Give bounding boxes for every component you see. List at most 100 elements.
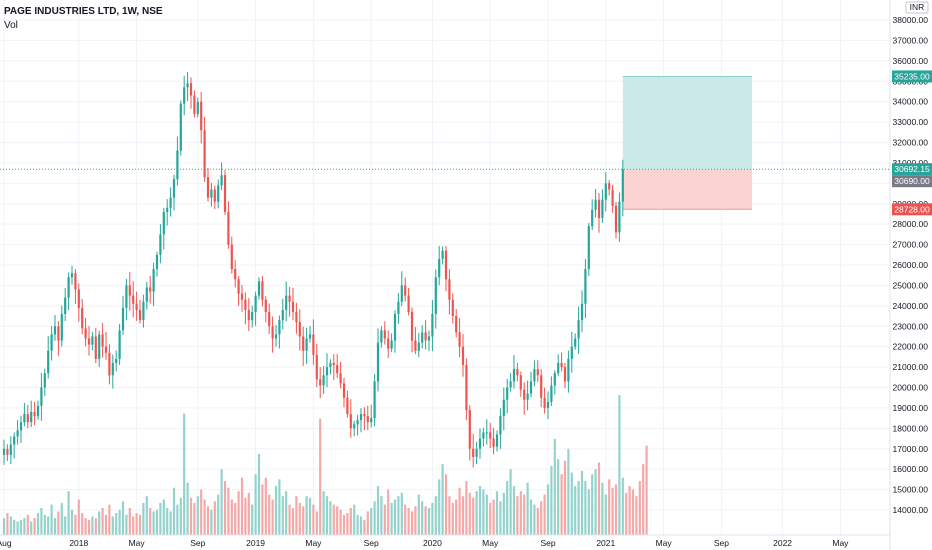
volume-bar — [210, 509, 213, 535]
candle-body — [455, 316, 458, 333]
candle-body — [533, 369, 536, 382]
candle-body — [380, 330, 383, 343]
candle-body — [247, 309, 250, 321]
volume-bar — [400, 492, 403, 535]
volume-bar — [546, 484, 550, 535]
candle-body — [366, 416, 369, 423]
candle-body — [257, 281, 261, 296]
candle-body — [580, 303, 584, 321]
candle-body — [397, 301, 400, 314]
candle-body — [169, 197, 172, 208]
candle-body — [19, 422, 23, 431]
time-tick-label: May — [129, 538, 146, 548]
candle-body — [359, 414, 363, 421]
candle-body — [482, 432, 485, 439]
volume-bar — [26, 514, 29, 535]
volume-bar — [189, 497, 193, 535]
candle-body — [43, 373, 46, 388]
candle-body — [438, 258, 441, 278]
candle-body — [302, 336, 305, 351]
volume-bar — [257, 454, 261, 535]
candle-body — [179, 103, 182, 151]
candle-body — [424, 332, 427, 341]
time-tick-label: May — [656, 538, 673, 548]
candle-body — [149, 287, 152, 292]
volume-bar — [70, 509, 74, 535]
volume-bar — [115, 513, 118, 535]
volume-bar — [356, 514, 359, 535]
volume-bar — [57, 511, 60, 535]
candle-body — [189, 83, 193, 96]
candle-body — [451, 299, 454, 317]
candle-body — [414, 340, 417, 351]
volume-bar — [383, 504, 386, 535]
candle-body — [217, 185, 220, 202]
volume-bar — [33, 518, 36, 535]
candle-body — [237, 279, 240, 294]
volume-bar — [94, 518, 97, 535]
volume-bar — [533, 504, 536, 535]
candle-body — [183, 87, 186, 104]
volume-bar — [638, 481, 641, 535]
candle-body — [526, 393, 529, 400]
candle-body — [567, 358, 570, 382]
price-tick-label: 23000.00 — [893, 321, 929, 331]
candle-body — [383, 330, 386, 339]
candle-body — [234, 269, 237, 280]
candle-body — [370, 418, 373, 423]
candle-body — [458, 332, 461, 347]
candle-body — [404, 285, 407, 296]
volume-bar — [312, 504, 315, 535]
candle-body — [121, 307, 125, 331]
candle-body — [509, 381, 512, 388]
candle-body — [206, 177, 210, 198]
volume-bar — [172, 487, 176, 535]
candle-body — [594, 199, 597, 210]
volume-bar — [635, 496, 638, 535]
volume-bar — [196, 496, 199, 535]
volume-bar — [213, 501, 216, 535]
volume-bar — [230, 499, 233, 535]
candle-body — [577, 320, 580, 339]
candle-body — [295, 311, 298, 323]
volume-bar — [519, 491, 522, 535]
volume-bar — [234, 502, 237, 535]
volume-bar — [251, 504, 254, 535]
volume-bar — [268, 494, 271, 535]
time-tick-label: 2022 — [773, 538, 792, 548]
candle-body — [434, 277, 437, 314]
candle-body — [91, 336, 94, 345]
volume-bar — [529, 499, 533, 535]
volume-bar — [325, 496, 329, 535]
volume-bar — [23, 518, 26, 535]
candle-body — [227, 211, 230, 245]
candle-body — [614, 205, 618, 233]
candle-body — [118, 330, 121, 359]
volume-bar — [81, 513, 84, 535]
volume-bar — [404, 504, 407, 535]
time-tick-label: Sep — [540, 538, 555, 548]
volume-bar — [376, 486, 380, 535]
volume-bar — [492, 499, 495, 535]
candle-body — [387, 338, 390, 349]
candle-body — [94, 336, 97, 359]
candle-body — [145, 287, 148, 302]
candle-body — [291, 301, 295, 312]
volume-bar — [74, 514, 77, 535]
candle-body — [125, 285, 128, 308]
volume-bar — [43, 514, 46, 535]
volume-bar — [499, 501, 502, 535]
candle-body — [502, 399, 505, 417]
volume-bar — [363, 519, 366, 535]
candle-body — [288, 295, 291, 302]
volume-bar — [274, 486, 278, 535]
candle-body — [485, 432, 488, 434]
candle-body — [81, 307, 84, 329]
candle-body — [251, 311, 254, 321]
price-tick-label: 27000.00 — [893, 240, 929, 250]
candle-body — [400, 285, 403, 302]
candle-body — [376, 342, 380, 382]
candle-body — [478, 438, 482, 449]
candle-body — [597, 199, 601, 219]
